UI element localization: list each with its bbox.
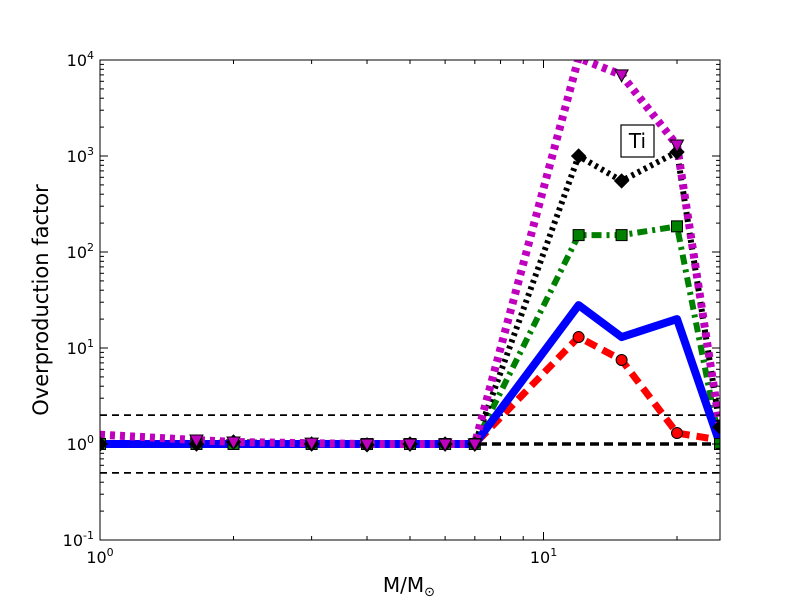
marker-4-7 — [614, 69, 629, 83]
marker-4-5 — [437, 438, 453, 453]
y-axis-label: Overproduction factor — [29, 184, 53, 416]
marker-0-10 — [671, 220, 684, 233]
marker-4-6 — [467, 438, 483, 453]
marker-2-0 — [572, 331, 585, 344]
marker-4-4 — [402, 438, 418, 453]
x-axis-label-main: M/M — [383, 573, 424, 597]
x-tick-label-1: 101 — [530, 546, 557, 567]
y-tick-label-2: 101 — [67, 337, 94, 358]
marker-2-2 — [671, 427, 684, 440]
annotation-box: Ti — [620, 124, 655, 158]
y-tick-label-1: 100 — [67, 433, 94, 454]
marker-4-3 — [359, 438, 375, 453]
marker-4-2 — [304, 437, 319, 452]
marker-1-11 — [712, 419, 720, 435]
marker-2-1 — [615, 353, 628, 366]
y-tick-label-5: 104 — [67, 49, 94, 70]
marker-4-0 — [189, 434, 204, 449]
plot-background — [100, 60, 720, 540]
marker-4-8 — [669, 139, 685, 154]
marker-1-8 — [570, 148, 587, 164]
y-tick-label-3: 102 — [67, 241, 94, 262]
marker-4-1 — [226, 436, 241, 451]
y-tick-label-4: 103 — [67, 145, 94, 166]
x-axis-label: M/M⊙ — [383, 573, 435, 600]
marker-0-9 — [615, 229, 628, 242]
marker-0-8 — [572, 229, 585, 242]
x-tick-label-0: 100 — [86, 546, 113, 567]
y-tick-label-0: 10-1 — [63, 529, 94, 550]
x-axis-label-sub: ⊙ — [424, 585, 435, 600]
series-line-3 — [100, 301, 720, 448]
marker-1-9 — [613, 173, 630, 189]
annotation-label: Ti — [628, 129, 646, 153]
